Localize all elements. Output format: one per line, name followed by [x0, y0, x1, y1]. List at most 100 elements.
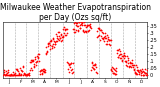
- Point: [32, 59, 35, 60]
- Point: [66, 29, 68, 30]
- Point: [64, 30, 66, 31]
- Point: [37, 57, 40, 59]
- Point: [3, 73, 6, 74]
- Point: [68, 64, 70, 66]
- Point: [78, 22, 80, 23]
- Point: [139, 69, 141, 71]
- Point: [144, 68, 146, 70]
- Point: [110, 69, 113, 70]
- Point: [104, 37, 107, 39]
- Point: [69, 66, 71, 68]
- Point: [81, 23, 83, 24]
- Point: [89, 26, 92, 27]
- Point: [101, 37, 104, 38]
- Point: [133, 68, 135, 69]
- Point: [112, 67, 115, 69]
- Point: [11, 74, 14, 76]
- Point: [15, 74, 17, 76]
- Point: [135, 66, 138, 68]
- Point: [57, 31, 60, 33]
- Point: [113, 73, 116, 74]
- Point: [28, 74, 31, 75]
- Point: [91, 64, 94, 65]
- Point: [107, 36, 109, 38]
- Point: [59, 37, 61, 39]
- Point: [141, 72, 143, 73]
- Point: [90, 69, 92, 71]
- Point: [54, 43, 56, 44]
- Point: [134, 72, 136, 73]
- Point: [74, 22, 77, 24]
- Point: [70, 69, 72, 71]
- Point: [4, 74, 6, 76]
- Point: [5, 70, 7, 72]
- Point: [48, 42, 50, 43]
- Point: [89, 24, 91, 25]
- Point: [16, 74, 19, 76]
- Point: [53, 41, 56, 42]
- Point: [121, 55, 124, 57]
- Point: [120, 60, 123, 61]
- Point: [125, 65, 128, 67]
- Point: [11, 74, 13, 76]
- Point: [135, 73, 137, 74]
- Point: [119, 51, 122, 52]
- Point: [56, 35, 59, 37]
- Point: [99, 29, 102, 30]
- Point: [133, 64, 136, 65]
- Point: [17, 73, 20, 74]
- Point: [99, 35, 102, 36]
- Point: [38, 73, 41, 74]
- Point: [123, 52, 125, 53]
- Point: [117, 57, 120, 58]
- Point: [124, 60, 126, 62]
- Point: [135, 64, 138, 66]
- Point: [142, 74, 145, 76]
- Point: [141, 70, 144, 72]
- Point: [122, 56, 124, 57]
- Point: [105, 38, 108, 39]
- Point: [100, 29, 102, 31]
- Point: [64, 28, 67, 30]
- Point: [37, 53, 39, 54]
- Point: [25, 74, 28, 76]
- Point: [59, 38, 61, 39]
- Point: [41, 73, 43, 74]
- Point: [30, 67, 33, 69]
- Point: [144, 72, 147, 74]
- Point: [42, 69, 44, 70]
- Point: [47, 45, 50, 46]
- Point: [60, 34, 63, 35]
- Point: [116, 49, 118, 51]
- Point: [34, 62, 37, 63]
- Point: [98, 28, 100, 30]
- Point: [100, 31, 103, 33]
- Point: [50, 39, 52, 41]
- Point: [130, 59, 133, 61]
- Point: [72, 22, 75, 23]
- Point: [120, 57, 122, 59]
- Point: [63, 32, 65, 34]
- Point: [137, 69, 139, 71]
- Point: [60, 39, 63, 40]
- Point: [107, 39, 110, 40]
- Point: [77, 30, 80, 32]
- Point: [110, 68, 112, 69]
- Point: [144, 74, 147, 76]
- Point: [32, 60, 34, 61]
- Point: [129, 62, 132, 63]
- Point: [55, 34, 58, 35]
- Point: [2, 69, 5, 70]
- Point: [42, 68, 45, 70]
- Point: [63, 27, 65, 28]
- Point: [35, 64, 37, 66]
- Point: [55, 41, 57, 42]
- Point: [48, 42, 50, 44]
- Point: [20, 69, 22, 71]
- Point: [126, 57, 129, 59]
- Point: [104, 36, 106, 37]
- Point: [50, 45, 53, 47]
- Point: [65, 28, 68, 29]
- Point: [103, 37, 105, 38]
- Point: [93, 64, 96, 65]
